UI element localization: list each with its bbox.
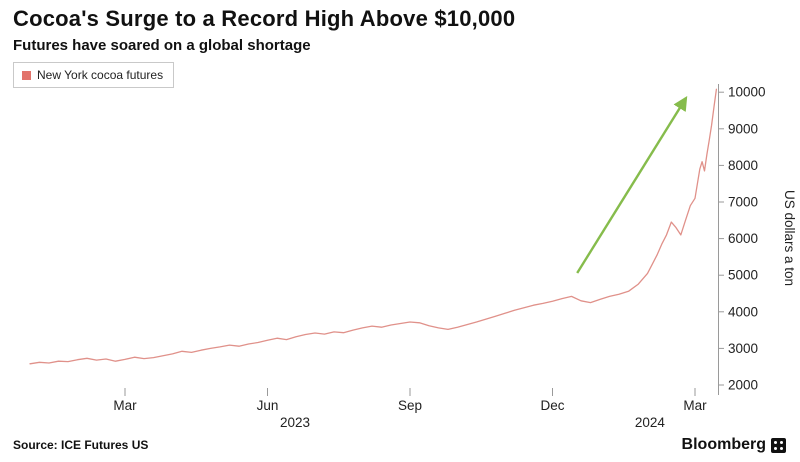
svg-text:Dec: Dec	[540, 398, 564, 413]
svg-text:2024: 2024	[635, 415, 666, 430]
svg-text:4000: 4000	[728, 304, 758, 319]
chart-subtitle: Futures have soared on a global shortage	[13, 37, 311, 54]
legend: New York cocoa futures	[13, 62, 175, 88]
svg-text:9000: 9000	[728, 121, 758, 136]
bloomberg-logo: Bloomberg	[682, 436, 786, 454]
svg-text:8000: 8000	[728, 158, 758, 173]
svg-text:US dollars a ton: US dollars a ton	[782, 190, 797, 286]
svg-text:Jun: Jun	[257, 398, 279, 413]
svg-text:7000: 7000	[728, 195, 758, 210]
svg-text:Mar: Mar	[113, 398, 137, 413]
bloomberg-wordmark: Bloomberg	[681, 436, 766, 453]
svg-text:2023: 2023	[280, 415, 310, 430]
legend-label: New York cocoa futures	[37, 68, 164, 82]
svg-text:Mar: Mar	[683, 398, 707, 413]
svg-text:3000: 3000	[728, 341, 758, 356]
legend-swatch-icon	[22, 70, 31, 80]
bloomberg-terminal-icon	[771, 437, 786, 453]
svg-text:2000: 2000	[728, 378, 758, 393]
svg-text:6000: 6000	[728, 231, 758, 246]
svg-text:10000: 10000	[728, 85, 766, 100]
page-title: Cocoa's Surge to a Record High Above $10…	[13, 6, 516, 31]
source-note: Source: ICE Futures US	[13, 438, 149, 452]
svg-text:Sep: Sep	[398, 398, 422, 413]
svg-text:5000: 5000	[728, 268, 758, 283]
